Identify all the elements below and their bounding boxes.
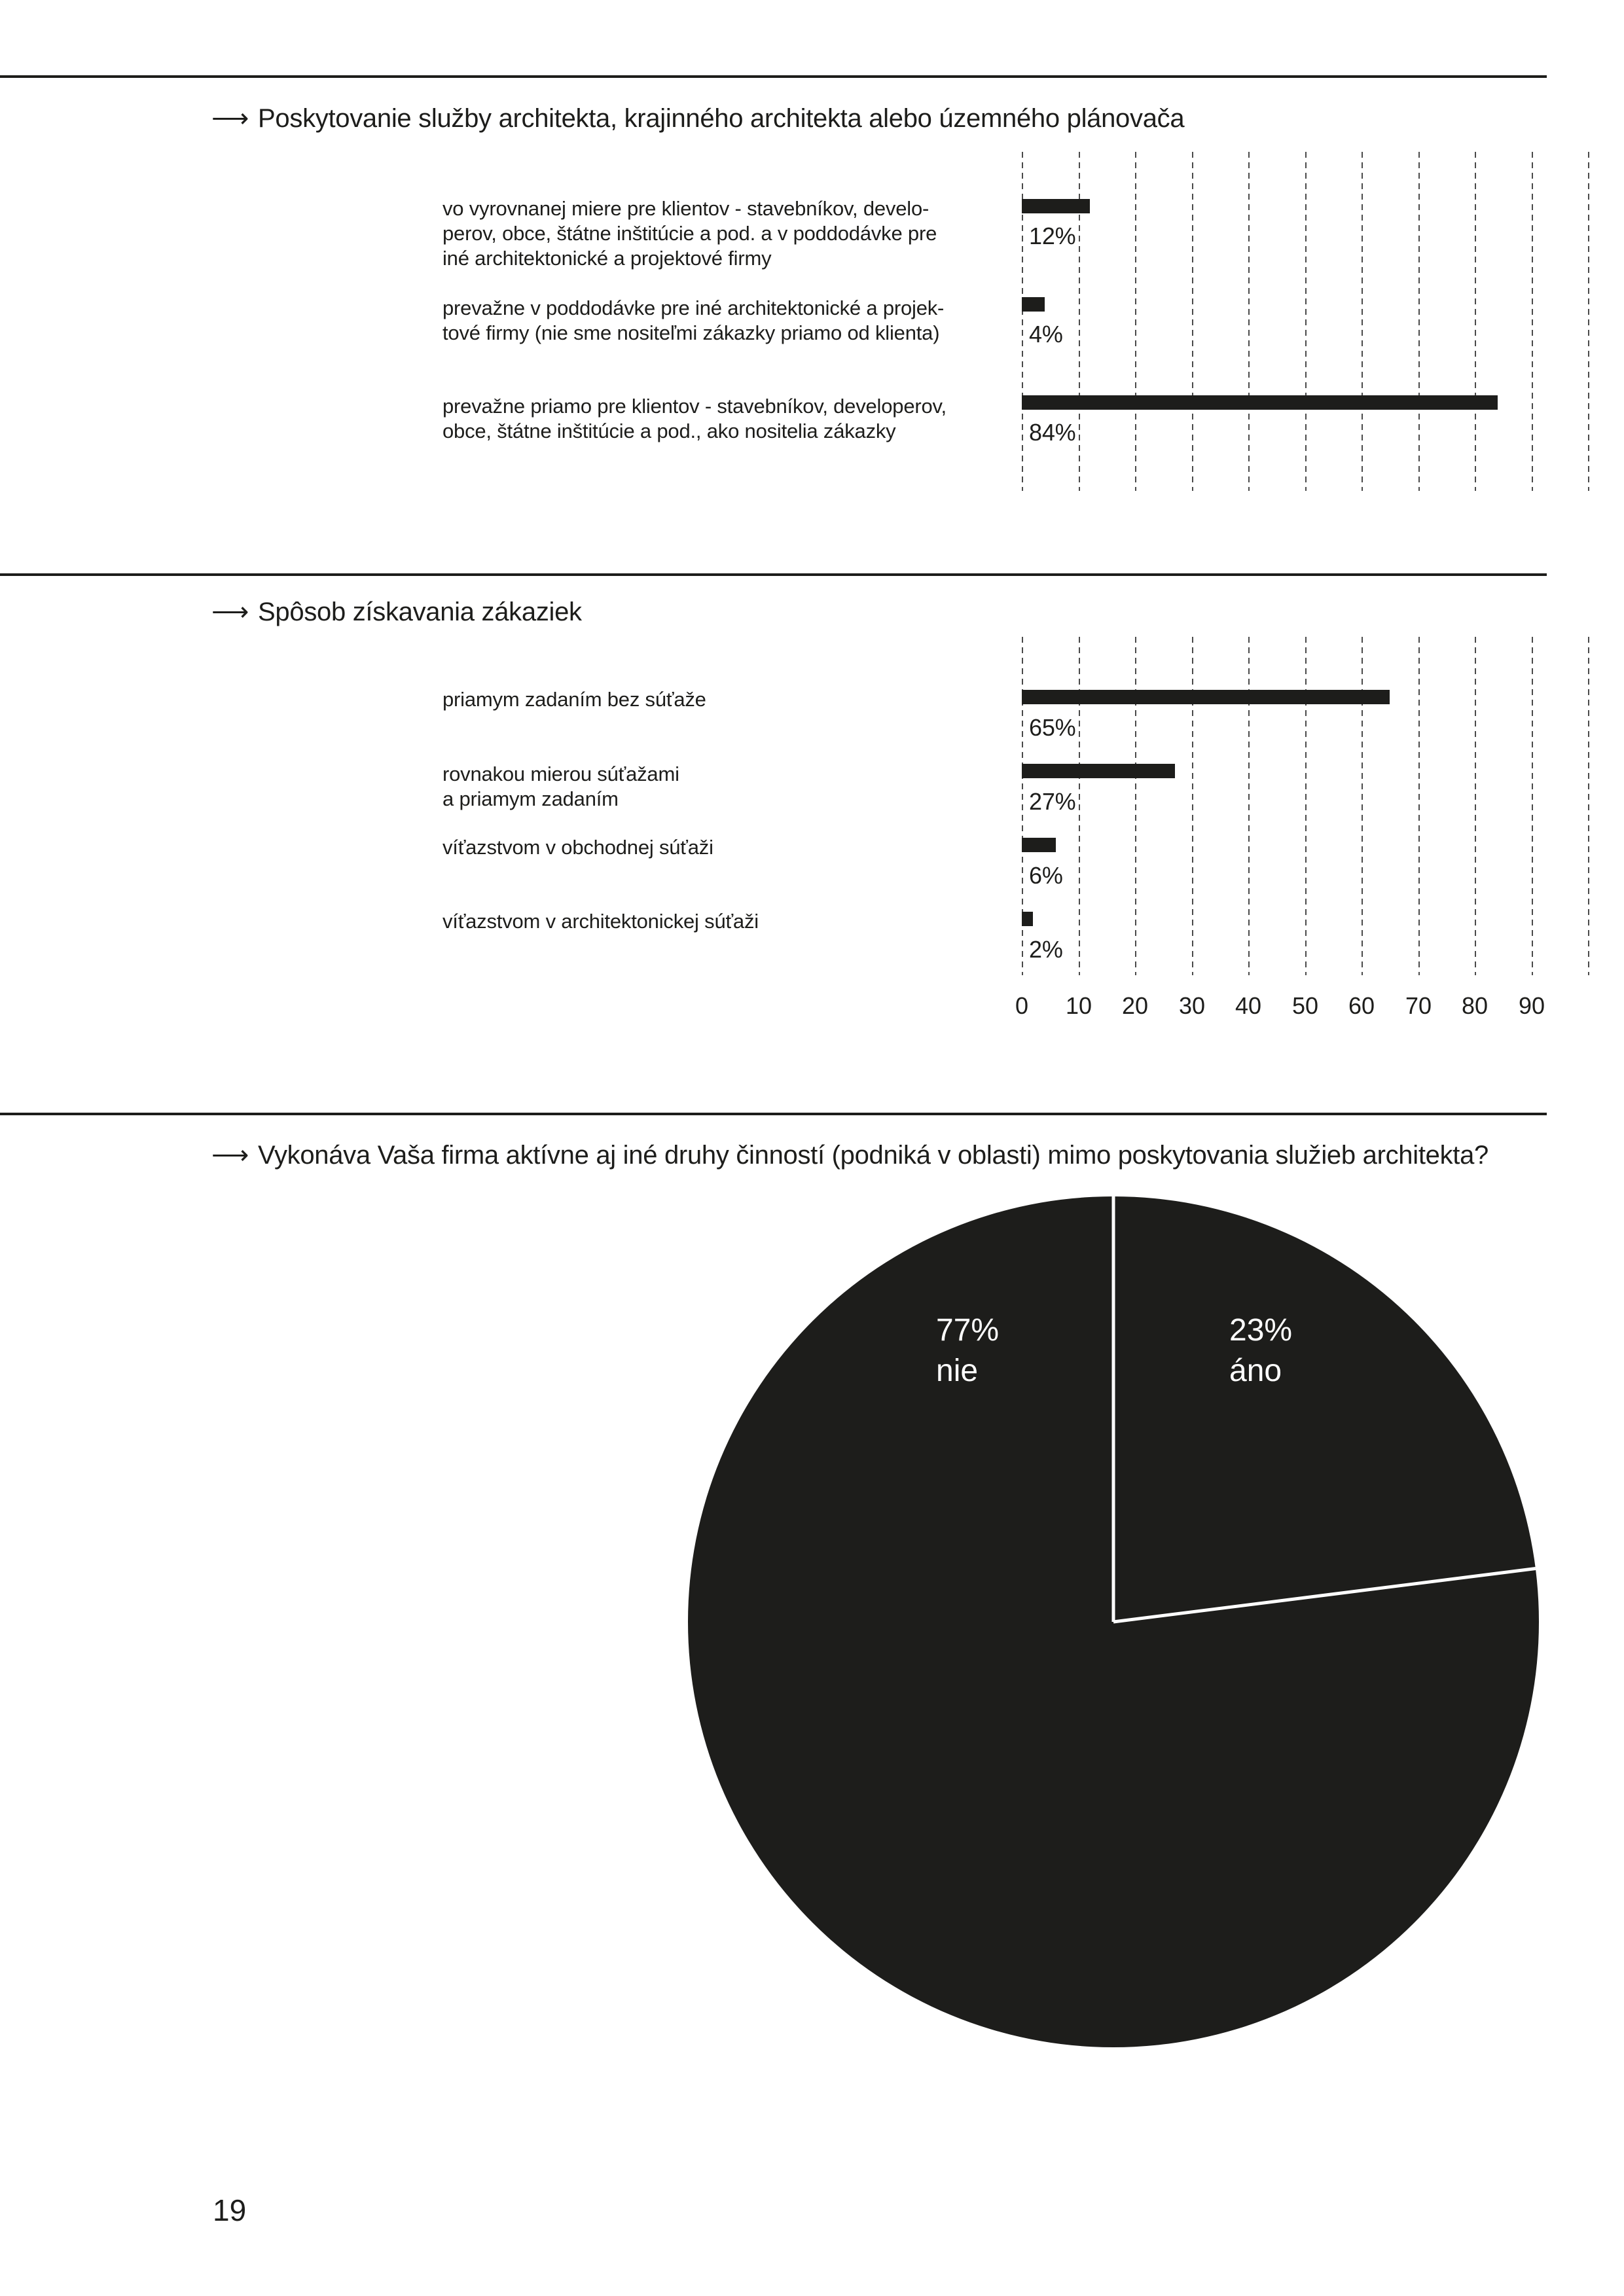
x-axis-tick-labels: 0 10 20 30 40 50 60 70 80 90 [1015, 992, 1611, 1021]
bar-chart-1-bar [1022, 395, 1498, 410]
bar-chart-2-category-label: priamym zadaním bez súťaže [442, 688, 706, 711]
long-arrow-icon: ⟶ [211, 598, 249, 626]
bar-chart-2-bar [1022, 912, 1033, 926]
x-tick-label: 30 [1178, 992, 1206, 1019]
x-tick-label: 80 [1461, 992, 1489, 1019]
gridline [1362, 152, 1363, 491]
pie-chart [686, 1194, 1541, 2049]
x-tick-label: 10 [1065, 992, 1092, 1019]
gridline [1588, 637, 1589, 975]
section-3-heading: ⟶ Vykonáva Vaša firma aktívne aj iné druh… [211, 1140, 1489, 1170]
bar-chart-1-value-label: 4% [1029, 321, 1063, 348]
section-1-heading-text: Poskytovanie služby architekta, krajinné… [258, 104, 1185, 133]
gridline [1135, 152, 1136, 491]
pie-slice-name: áno [1229, 1354, 1282, 1388]
gridline [1135, 637, 1136, 975]
bar-chart-2-bar [1022, 764, 1175, 778]
gridline [1418, 152, 1420, 491]
bar-chart-2-category-label: víťazstvom v obchodnej súťaži [442, 836, 713, 859]
gridline [1248, 637, 1250, 975]
x-tick-label: 40 [1235, 992, 1262, 1019]
bar-chart-1-category-label: vo vyrovnanej miere pre klientov - stave… [442, 197, 937, 270]
bar-chart-1-category-label: prevažne priamo pre klientov - stavebník… [442, 395, 947, 442]
pie-label-nie: 77% nie [936, 1310, 999, 1391]
section-divider [0, 573, 1547, 576]
section-divider [0, 1113, 1547, 1115]
gridline [1362, 637, 1363, 975]
x-tick-label: 90 [1518, 992, 1545, 1019]
x-tick-label: 50 [1291, 992, 1319, 1019]
bar-chart-2-value-label: 6% [1029, 862, 1063, 889]
section-3-heading-text: Vykonáva Vaša firma aktívne aj iné druhy… [258, 1141, 1489, 1170]
bar-chart-2-bar [1022, 838, 1056, 852]
gridline [1475, 152, 1476, 491]
section-1-heading: ⟶ Poskytovanie služby architekta, krajinn… [211, 103, 1185, 134]
gridline [1192, 152, 1193, 491]
gridline [1079, 152, 1080, 491]
gridline [1079, 637, 1080, 975]
x-tick-label: 20 [1121, 992, 1149, 1019]
pie-slice-name: nie [936, 1354, 979, 1388]
x-tick-label: 0 [1015, 992, 1029, 1019]
section-2-heading: ⟶ Spôsob získavania zákaziek [211, 597, 582, 627]
section-2-heading-text: Spôsob získavania zákaziek [258, 598, 582, 626]
bar-chart-2-value-label: 27% [1029, 788, 1076, 815]
bar-chart-1-value-label: 84% [1029, 419, 1076, 446]
bar-chart-2-category-label: rovnakou mierou súťažami a priamym zadan… [442, 762, 679, 810]
gridline [1022, 152, 1023, 491]
gridline [1248, 152, 1250, 491]
bar-chart-2-gridlines [1022, 637, 1589, 975]
gridline [1418, 637, 1420, 975]
pie-slice-percent: 23% [1229, 1313, 1293, 1348]
gridline [1532, 152, 1533, 491]
bar-chart-2-bar [1022, 690, 1390, 704]
bar-chart-2-value-label: 2% [1029, 936, 1063, 963]
x-tick-label: 60 [1348, 992, 1375, 1019]
pie-label-ano: 23% áno [1229, 1310, 1292, 1391]
gridline [1192, 637, 1193, 975]
bar-chart-1-value-label: 12% [1029, 223, 1076, 249]
pie-slice-percent: 77% [936, 1313, 1000, 1348]
gridline [1305, 637, 1307, 975]
gridline [1475, 637, 1476, 975]
bar-chart-1-gridlines [1022, 152, 1589, 491]
top-rule [0, 75, 1547, 78]
bar-chart-1-bar [1022, 297, 1045, 312]
bar-chart-1-category-label: prevažne v poddodávke pre iné architekto… [442, 296, 945, 344]
gridline [1022, 637, 1023, 975]
long-arrow-icon: ⟶ [211, 104, 249, 133]
long-arrow-icon: ⟶ [211, 1141, 249, 1170]
bar-chart-2-category-label: víťazstvom v architektonickej súťaži [442, 910, 759, 933]
gridline [1305, 152, 1307, 491]
gridline [1532, 637, 1533, 975]
page-number: 19 [213, 2193, 247, 2227]
bar-chart-1-bar [1022, 199, 1090, 213]
pie-divider-line [1113, 1567, 1536, 1624]
bar-chart-2-value-label: 65% [1029, 714, 1076, 741]
x-tick-label: 70 [1405, 992, 1432, 1019]
gridline [1588, 152, 1589, 491]
